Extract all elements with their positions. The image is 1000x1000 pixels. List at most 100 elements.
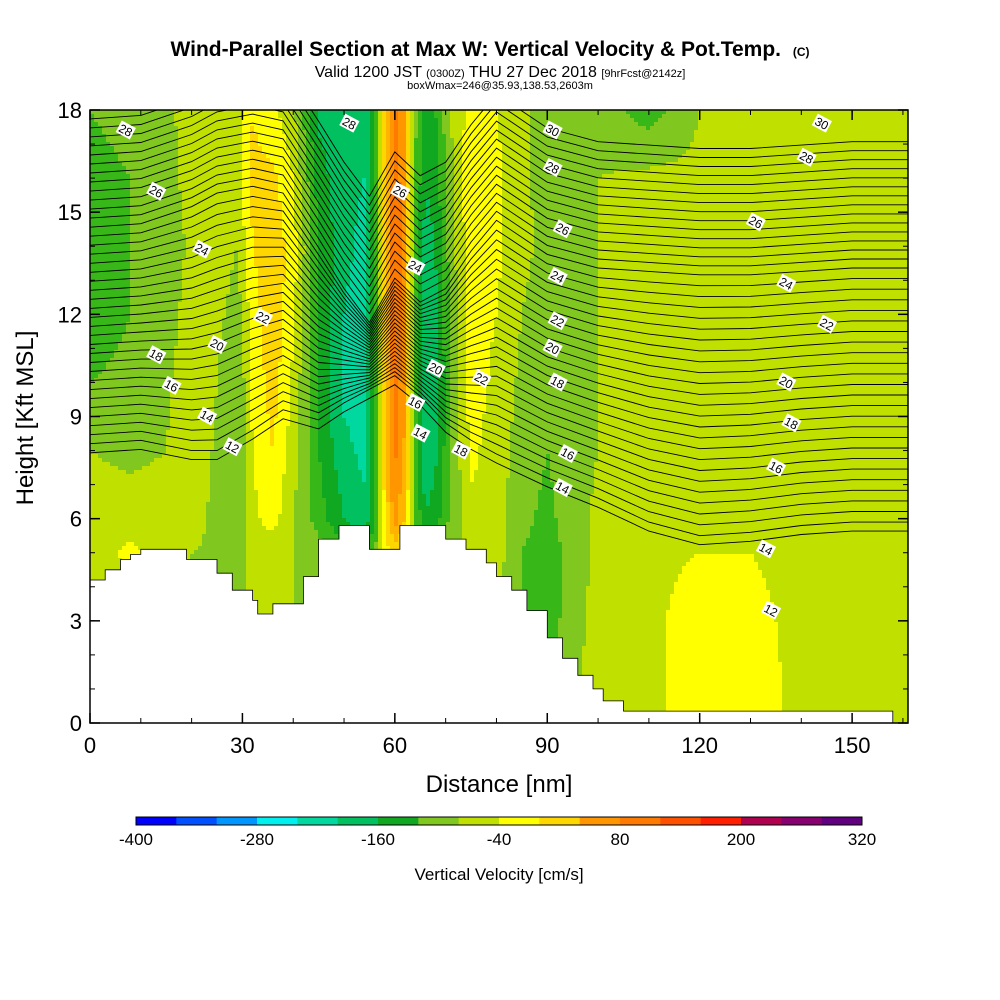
field-cell: [134, 282, 139, 287]
field-cell: [102, 398, 107, 403]
field-cell: [106, 542, 111, 547]
field-cell: [110, 274, 115, 279]
field-cell: [134, 550, 139, 555]
field-cell: [138, 494, 143, 499]
field-cell: [130, 530, 135, 535]
field-cell: [98, 266, 103, 271]
field-cell: [98, 398, 103, 403]
field-cell: [130, 346, 135, 351]
field-cell: [138, 454, 143, 459]
field-cell: [114, 454, 119, 459]
field-cell: [122, 238, 127, 243]
field-cell: [106, 262, 111, 267]
field-cell: [130, 426, 135, 431]
field-cell: [110, 542, 115, 547]
field-cell: [110, 218, 115, 223]
field-cell: [122, 310, 127, 315]
field-cell: [110, 182, 115, 187]
field-cell: [138, 410, 143, 415]
field-cell: [130, 354, 135, 359]
field-cell: [118, 454, 123, 459]
field-cell: [134, 430, 139, 435]
field-cell: [138, 530, 143, 535]
field-cell: [122, 514, 127, 519]
field-cell: [114, 554, 119, 559]
field-cell: [94, 122, 99, 127]
field-cell: [102, 362, 107, 367]
field-cell: [126, 366, 131, 371]
field-cell: [130, 254, 135, 259]
field-cell: [94, 458, 99, 463]
field-cell: [106, 398, 111, 403]
field-cell: [106, 174, 111, 179]
field-cell: [114, 114, 119, 119]
field-cell: [114, 434, 119, 439]
field-cell: [126, 254, 131, 259]
field-cell: [102, 214, 107, 219]
field-cell: [138, 146, 143, 151]
field-cell: [114, 242, 119, 247]
field-cell: [122, 390, 127, 395]
field-cell: [122, 210, 127, 215]
field-cell: [134, 378, 139, 383]
field-cell: [118, 318, 123, 323]
field-cell: [130, 198, 135, 203]
field-cell: [114, 350, 119, 355]
field-cell: [98, 546, 103, 551]
field-cell: [110, 494, 115, 499]
field-cell: [106, 514, 111, 519]
field-cell: [110, 166, 115, 171]
field-cell: [126, 518, 131, 523]
field-cell: [138, 182, 143, 187]
field-cell: [102, 166, 107, 171]
field-cell: [106, 382, 111, 387]
field-cell: [102, 182, 107, 187]
field-cell: [106, 426, 111, 431]
field-cell: [94, 182, 99, 187]
chart-subtitle-box: boxWmax=246@35.93,138.53,2603m: [407, 80, 593, 92]
field-cell: [130, 458, 135, 463]
field-cell: [118, 310, 123, 315]
field-cell: [126, 438, 131, 443]
field-cell: [126, 318, 131, 323]
field-cell: [110, 398, 115, 403]
field-cell: [94, 498, 99, 503]
field-cell: [114, 190, 119, 195]
field-cell: [114, 150, 119, 155]
field-cell: [138, 190, 143, 195]
field-cell: [134, 118, 139, 123]
field-cell: [94, 158, 99, 163]
field-cell: [102, 282, 107, 287]
field-cell: [130, 382, 135, 387]
field-cell: [102, 514, 107, 519]
field-cell: [102, 438, 107, 443]
field-cell: [94, 554, 99, 559]
field-cell: [98, 542, 103, 547]
field-cell: [118, 190, 123, 195]
field-cell: [94, 574, 99, 579]
field-cell: [134, 498, 139, 503]
field-cell: [114, 470, 119, 475]
field-cell: [102, 118, 107, 123]
field-cell: [102, 210, 107, 215]
field-cell: [102, 478, 107, 483]
field-cell: [122, 246, 127, 251]
field-cell: [106, 122, 111, 127]
field-cell: [114, 478, 119, 483]
field-cell: [94, 514, 99, 519]
field-cell: [106, 454, 111, 459]
field-cell: [118, 410, 123, 415]
field-cell: [126, 306, 131, 311]
field-cell: [110, 518, 115, 523]
field-cell: [110, 242, 115, 247]
field-cell: [118, 198, 123, 203]
field-cell: [122, 370, 127, 375]
field-cell: [126, 498, 131, 503]
field-cell: [130, 370, 135, 375]
field-cell: [98, 386, 103, 391]
field-cell: [98, 470, 103, 475]
field-cell: [134, 170, 139, 175]
field-cell: [122, 402, 127, 407]
field-cell: [130, 158, 135, 163]
field-cell: [118, 526, 123, 531]
